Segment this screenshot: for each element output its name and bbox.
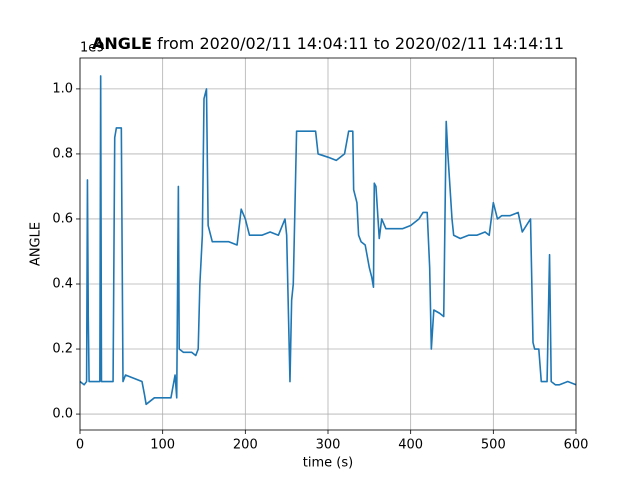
y-tick-label: 1.0 — [52, 81, 73, 96]
x-axis-label: time (s) — [303, 456, 353, 471]
x-tick-label: 300 — [316, 438, 341, 453]
plot-frame — [79, 57, 577, 431]
y-tick-label: 0.2 — [52, 342, 73, 357]
y-tick-label: 0.4 — [52, 276, 73, 291]
x-tick-label: 600 — [564, 438, 589, 453]
y-axis-label: ANGLE — [29, 222, 44, 266]
y-tick-label: 0.6 — [52, 211, 73, 226]
x-tick-label: 0 — [76, 438, 84, 453]
y-tick-label: 0.0 — [52, 407, 73, 422]
y-tick-label: 0.8 — [52, 146, 73, 161]
data-line — [79, 75, 577, 406]
x-tick-label: 500 — [481, 438, 506, 453]
x-tick-label: 200 — [233, 438, 258, 453]
offset-label: 1e9 — [80, 41, 105, 56]
x-tick-label: 100 — [150, 438, 175, 453]
chart-title: ANGLE from 2020/02/11 14:04:11 to 2020/0… — [92, 34, 564, 53]
title-rest: from 2020/02/11 14:04:11 to 2020/02/11 1… — [152, 34, 564, 53]
title-bold: ANGLE — [92, 34, 152, 53]
x-tick-label: 400 — [398, 438, 423, 453]
